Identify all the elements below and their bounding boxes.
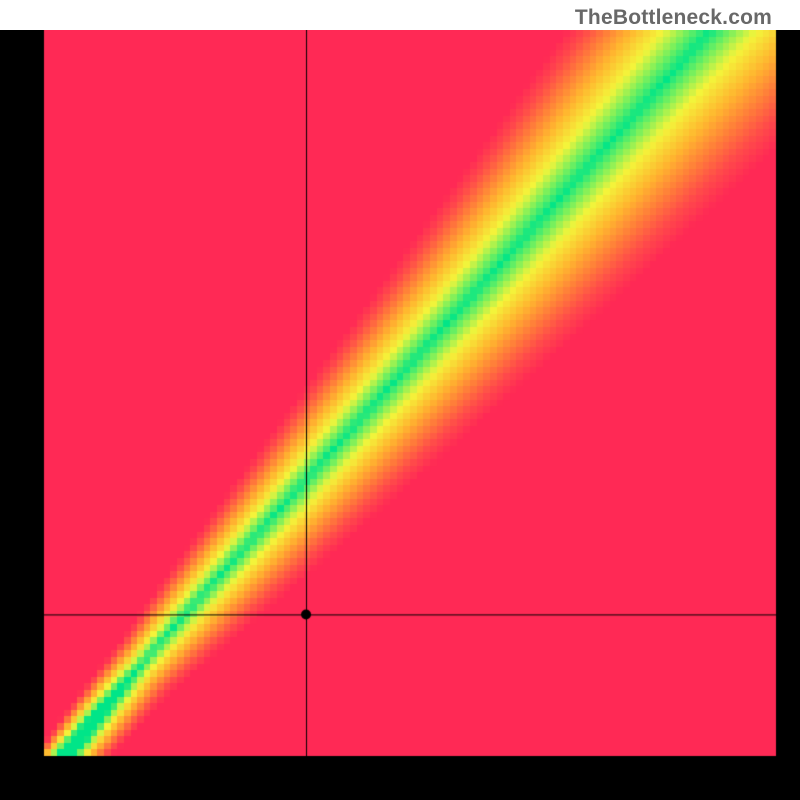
heatmap-canvas [0,30,800,800]
chart-container: TheBottleneck.com [0,0,800,800]
chart-frame [0,30,800,800]
watermark-text: TheBottleneck.com [575,6,772,30]
